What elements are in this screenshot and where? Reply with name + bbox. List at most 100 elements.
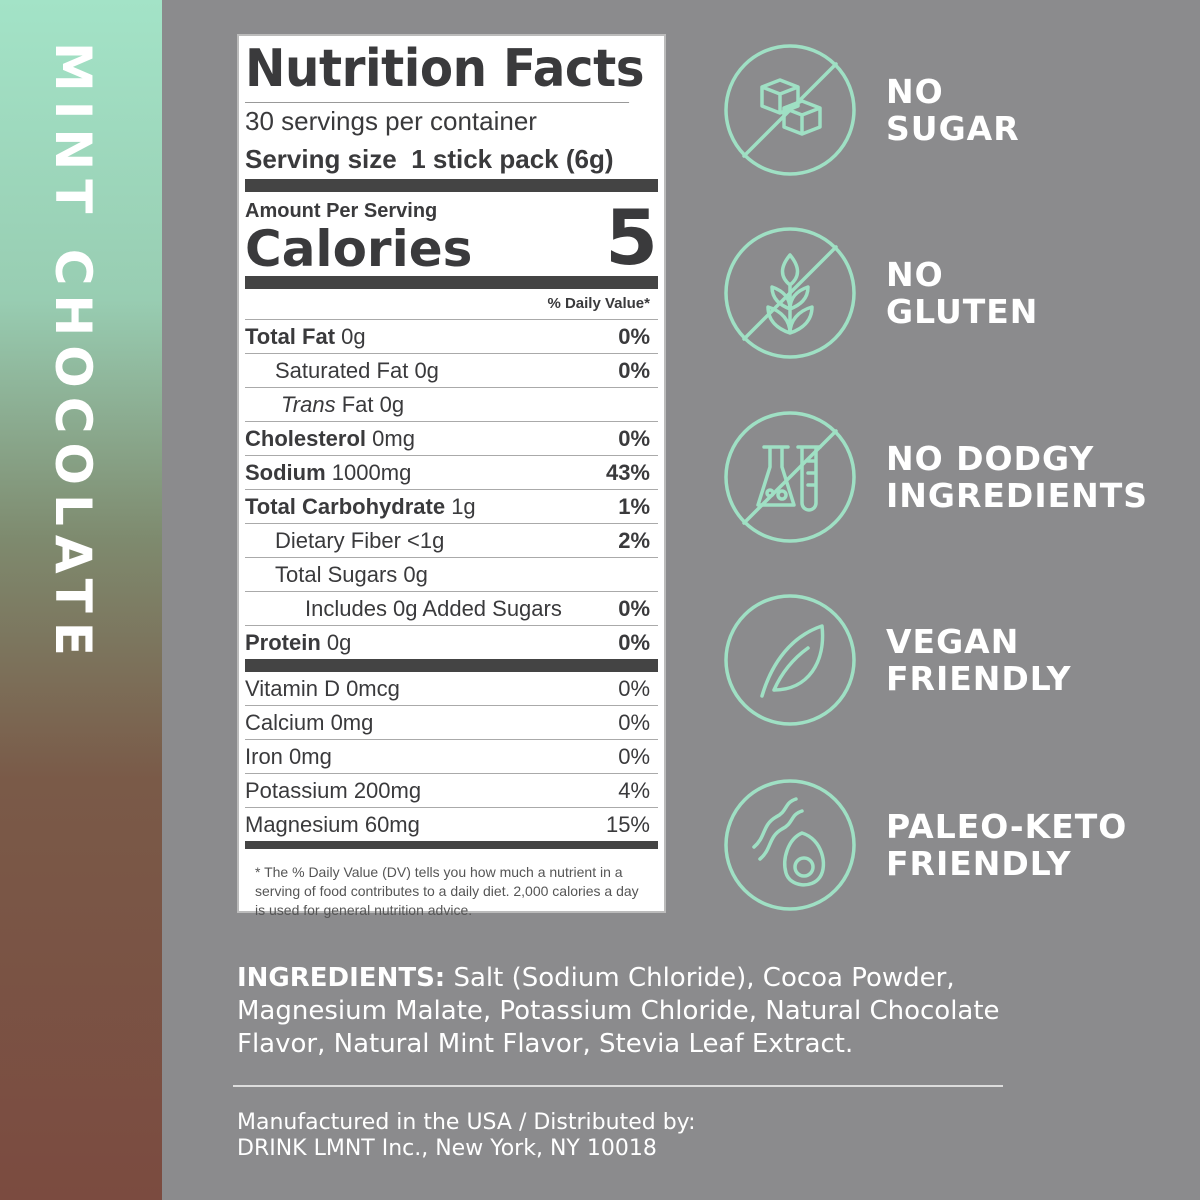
- vitamin-name: Magnesium 60mg: [245, 812, 420, 837]
- feature-text: NO GLUTEN: [886, 256, 1038, 330]
- dv-header: % Daily Value*: [547, 295, 650, 312]
- feature-text: NO SUGAR: [886, 73, 1020, 147]
- ingredients: INGREDIENTS: Salt (Sodium Chloride), Coc…: [237, 962, 1037, 1061]
- nutrient-row: Total Sugars 0g: [245, 557, 658, 591]
- nutrient-name: Saturated Fat: [275, 358, 409, 383]
- divider: [245, 179, 658, 192]
- footnote: * The % Daily Value (DV) tells you how m…: [255, 864, 639, 918]
- divider: [245, 841, 658, 849]
- nutrient-amount: 0g: [403, 562, 428, 587]
- feature-line-2: FRIENDLY: [886, 659, 1072, 698]
- nutrient-name: Total Sugars: [275, 562, 398, 587]
- divider: [245, 276, 658, 289]
- vitamin-dv: 15%: [605, 812, 650, 837]
- nutrient-dv: [650, 558, 658, 591]
- manufacturer-line-1: Manufactured in the USA / Distributed by…: [237, 1110, 696, 1135]
- feature-line-1: NO DODGY: [886, 439, 1095, 478]
- vitamin-dv: 4%: [618, 778, 650, 803]
- feature-no-chemicals: NO DODGY INGREDIENTS: [722, 409, 1148, 545]
- feature-line-2: INGREDIENTS: [886, 476, 1149, 515]
- nutrient-dv: 2%: [618, 528, 650, 553]
- nutrient-name: Cholesterol: [245, 426, 367, 451]
- feature-line-2: GLUTEN: [886, 292, 1039, 331]
- feature-text: VEGAN FRIENDLY: [886, 623, 1072, 697]
- vitamin-dv: 0%: [618, 676, 650, 701]
- nutrient-row: Cholesterol 0mg 0%: [245, 421, 658, 455]
- vitamin-row: Magnesium 60mg 15%: [245, 807, 658, 841]
- vitamin-dv: 0%: [618, 710, 650, 735]
- nutrient-dv: 1%: [618, 494, 650, 519]
- leaf-icon: [724, 594, 856, 726]
- nutrient-name: Includes 0g Added Sugars: [305, 596, 562, 621]
- feature-text: PALEO-KETO FRIENDLY: [886, 808, 1127, 882]
- nutrient-amount: 1000mg: [331, 460, 412, 485]
- manufacturer: Manufactured in the USA / Distributed by…: [237, 1110, 696, 1162]
- bacon-avocado-icon: [724, 779, 856, 911]
- nutrient-dv: 0%: [618, 358, 650, 383]
- nutrient-amount: <1g: [407, 528, 445, 553]
- feature-line-1: VEGAN: [886, 622, 1020, 661]
- feature-bacon-avocado: PALEO-KETO FRIENDLY: [722, 777, 1127, 913]
- nutrient-row: Saturated Fat 0g 0%: [245, 353, 658, 387]
- nutrient-amount: 0mg: [372, 426, 415, 451]
- vitamin-name: Iron 0mg: [245, 744, 332, 769]
- nutrient-row: Total Carbohydrate 1g 1%: [245, 489, 658, 523]
- nutrient-name: Trans: [281, 392, 336, 417]
- no-gluten-icon: [724, 227, 856, 359]
- serving-size-label: Serving size: [245, 144, 397, 174]
- nutrient-dv: [650, 388, 658, 421]
- divider: [233, 1085, 1003, 1087]
- nutrient-dv: 0%: [618, 324, 650, 349]
- nutrient-amount: 0g: [341, 324, 366, 349]
- nutrient-amount: 1g: [451, 494, 476, 519]
- nutrient-name: Sodium: [245, 460, 326, 485]
- feature-line-1: NO: [886, 72, 944, 111]
- nutrient-amount: 0g: [379, 392, 405, 417]
- vitamin-row: Vitamin D 0mcg 0%: [245, 672, 658, 705]
- feature-line-1: PALEO-KETO: [886, 807, 1128, 846]
- no-sugar-icon: [724, 44, 856, 176]
- nutrient-amount: 0g: [326, 630, 352, 655]
- ingredients-label: INGREDIENTS:: [237, 963, 446, 993]
- nutrient-row: Dietary Fiber <1g 2%: [245, 523, 658, 557]
- nutrient-name: Fat: [341, 392, 374, 417]
- nutrient-dv: 43%: [605, 460, 650, 485]
- feature-line-2: FRIENDLY: [886, 844, 1072, 883]
- feature-text: NO DODGY INGREDIENTS: [886, 440, 1148, 514]
- nutrient-name: Protein: [245, 630, 321, 655]
- feature-no-sugar: NO SUGAR: [722, 42, 1020, 178]
- nutrient-name: Total Fat: [245, 324, 336, 349]
- nutrient-row: Includes 0g Added Sugars 0%: [245, 591, 658, 625]
- nutrient-name: Dietary Fiber: [275, 528, 401, 553]
- nutrient-dv: 0%: [618, 426, 650, 451]
- no-chemicals-icon: [724, 411, 856, 543]
- nutrient-dv: 0%: [618, 596, 650, 621]
- nutrition-facts-label: Nutrition Facts 30 servings per containe…: [237, 34, 666, 918]
- nutrient-dv: 0%: [618, 630, 650, 655]
- feature-line-2: SUGAR: [886, 109, 1020, 148]
- calories-block: Amount Per Serving Calories 5: [245, 192, 658, 282]
- vitamin-row: Calcium 0mg 0%: [245, 705, 658, 739]
- ingredients-text: Salt (Sodium Chloride), Cocoa Powder, Ma…: [237, 963, 1000, 1059]
- amount-per-serving: Amount Per Serving: [245, 200, 438, 222]
- serving-size: Serving size 1 stick pack (6g): [245, 139, 658, 179]
- nutrient-row: Protein 0g 0%: [245, 625, 658, 659]
- divider: [245, 659, 658, 672]
- feature-line-1: NO: [886, 255, 944, 294]
- footnote-text: The % Daily Value (DV) tells you how muc…: [255, 864, 639, 918]
- vitamin-dv: 0%: [618, 744, 650, 769]
- feature-no-gluten: NO GLUTEN: [722, 225, 1038, 361]
- vitamin-name: Calcium 0mg: [245, 710, 374, 735]
- flavor-sidebar: MINT CHOCOLATE: [0, 0, 162, 1200]
- servings-per-container: 30 servings per container: [245, 106, 537, 136]
- vitamin-name: Vitamin D 0mcg: [245, 676, 400, 701]
- vitamin-row: Iron 0mg 0%: [245, 739, 658, 773]
- flavor-name: MINT CHOCOLATE: [44, 42, 102, 665]
- feature-leaf: VEGAN FRIENDLY: [722, 592, 1072, 728]
- label-title: Nutrition Facts: [245, 36, 645, 103]
- vitamin-row: Potassium 200mg 4%: [245, 773, 658, 807]
- serving-size-value: 1 stick pack (6g): [411, 144, 614, 174]
- calories-value: 5: [605, 193, 658, 282]
- manufacturer-line-2: DRINK LMNT Inc., New York, NY 10018: [237, 1136, 657, 1161]
- nutrient-row: Total Fat 0g 0%: [245, 319, 658, 353]
